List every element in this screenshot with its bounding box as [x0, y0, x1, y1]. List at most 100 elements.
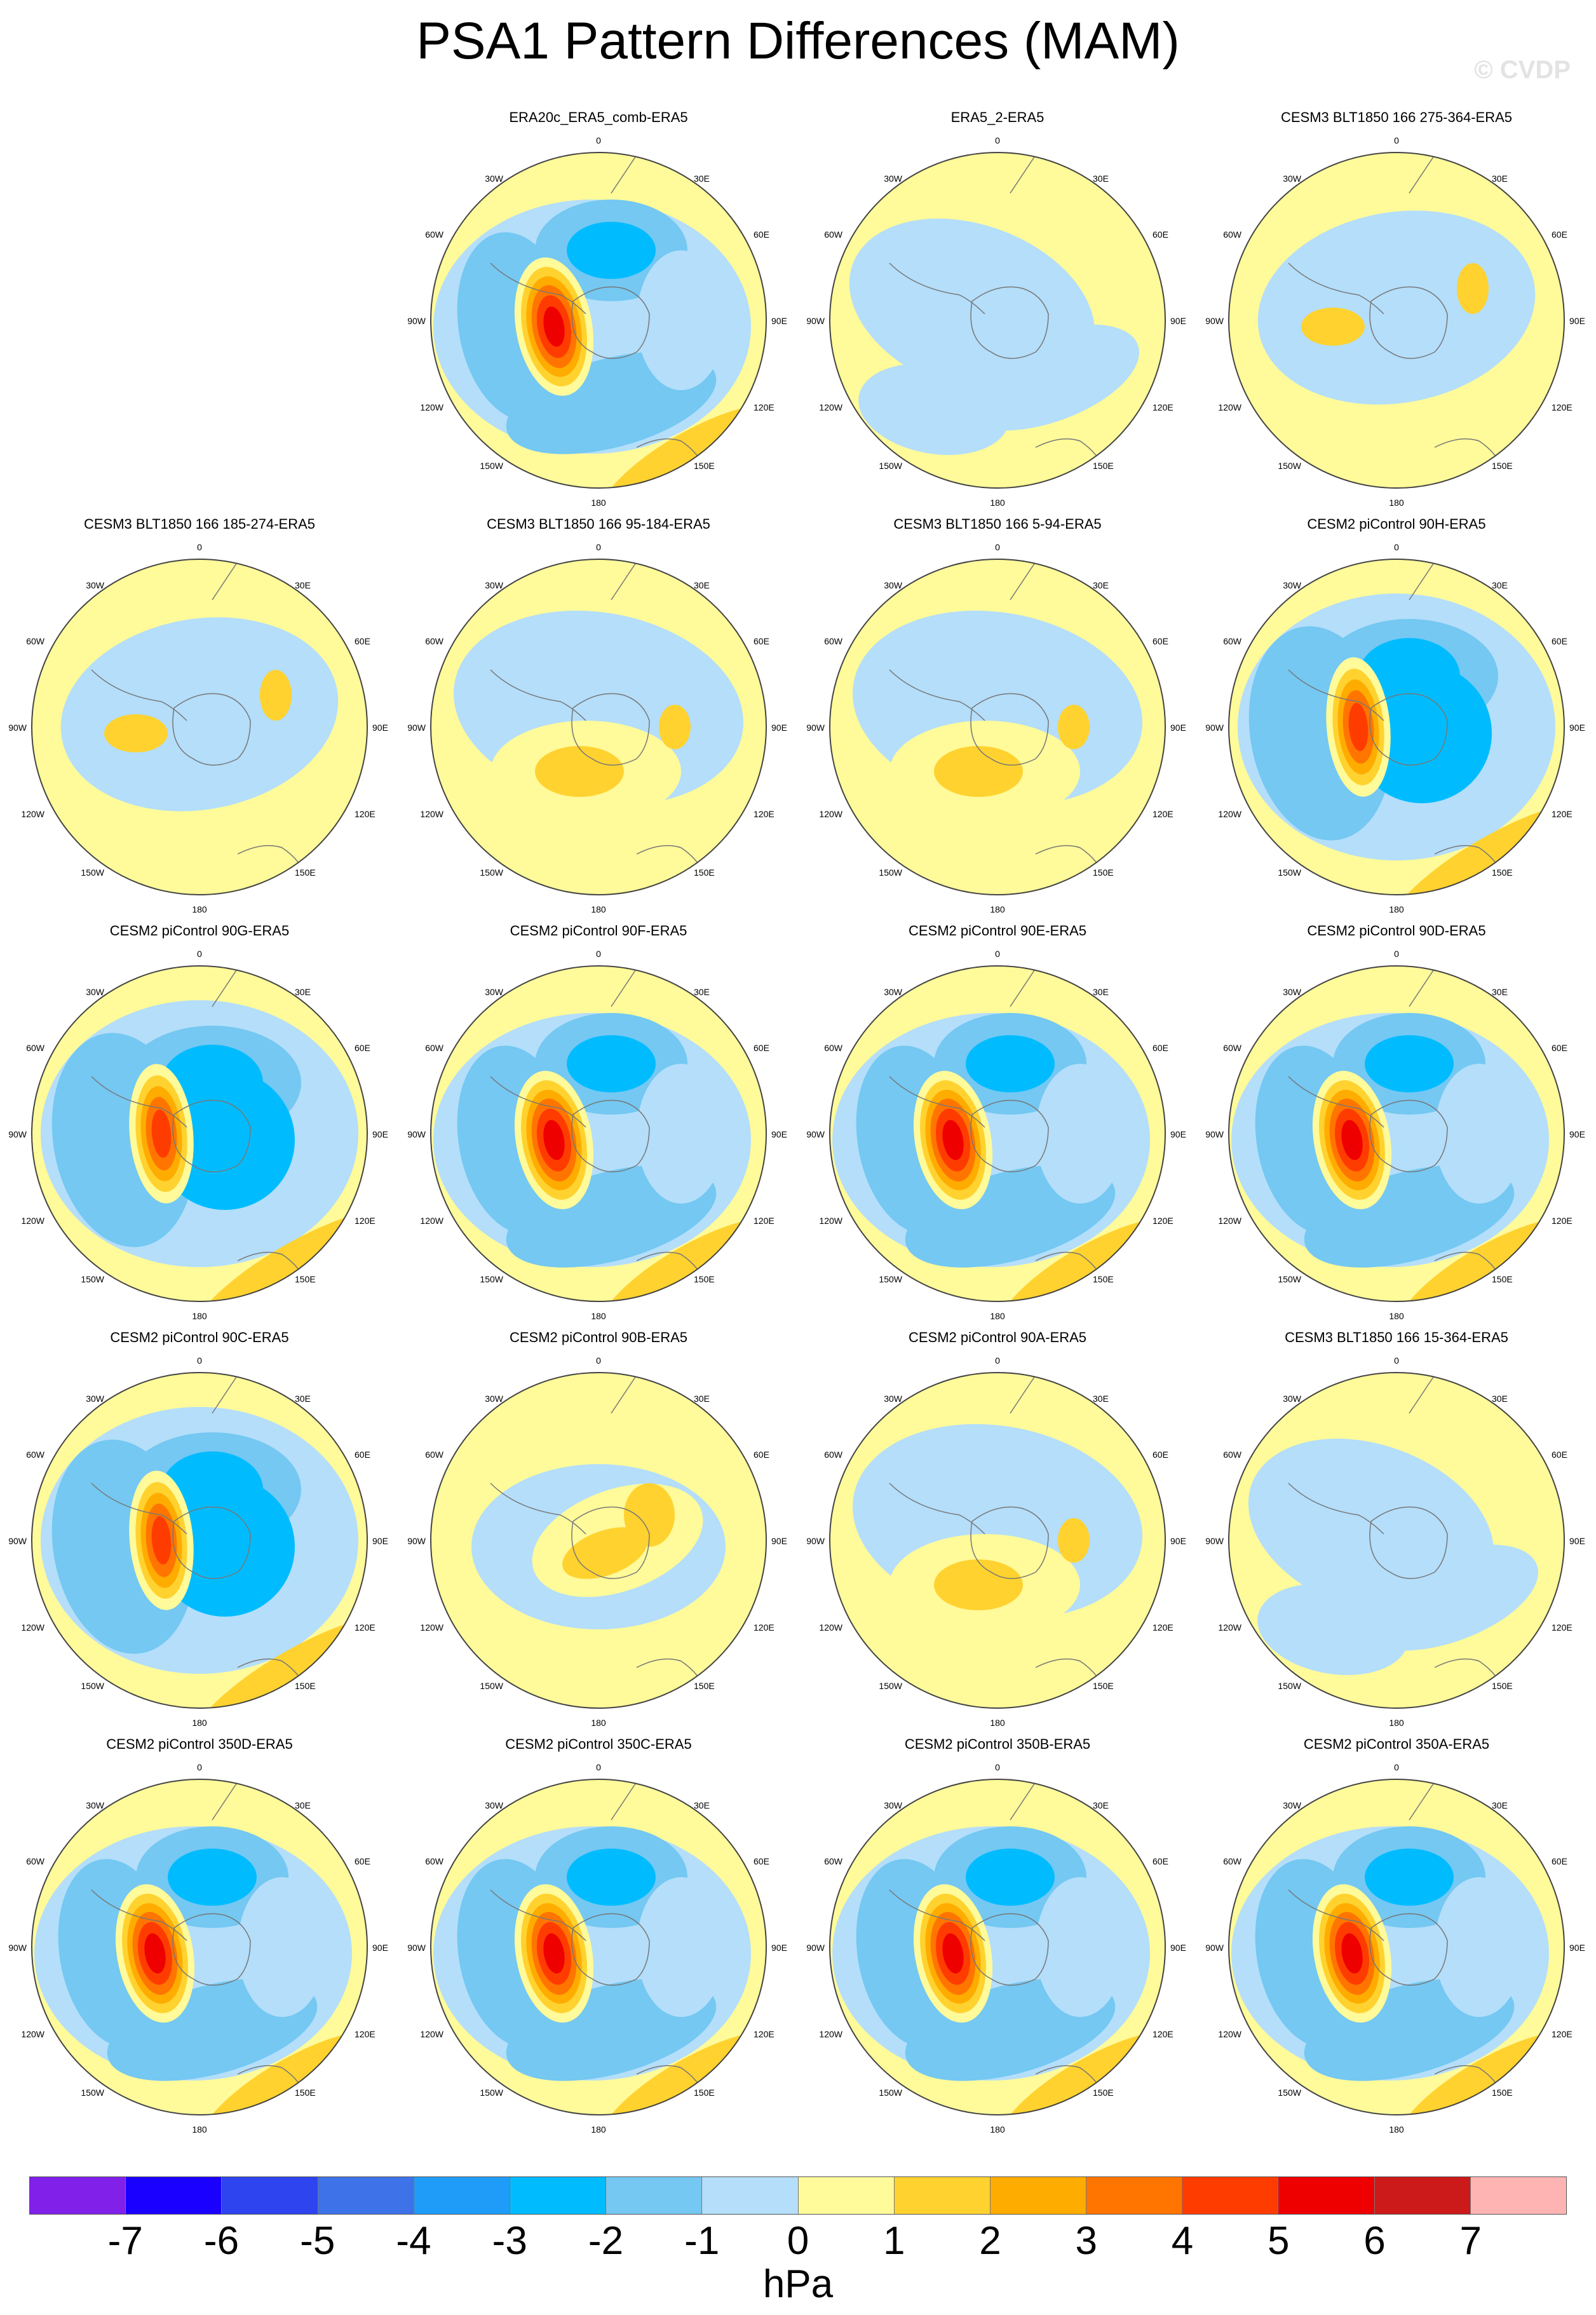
- colorbar-tick-label: 4: [1171, 2219, 1194, 2263]
- longitude-label: 30E: [1093, 1394, 1109, 1404]
- map-boundary: [31, 1372, 368, 1709]
- longitude-label: 0: [197, 1355, 202, 1366]
- anomaly-contour: [567, 1849, 656, 1906]
- longitude-label: 120W: [1218, 809, 1241, 819]
- longitude-label: 90E: [1569, 1943, 1585, 1953]
- longitude-label: 150E: [1492, 867, 1513, 878]
- longitude-label: 30E: [1093, 173, 1109, 184]
- map-panel: ERA20c_ERA5_comb-ERA5 0 180 30W 60W 90W 120W 15…: [399, 108, 798, 515]
- longitude-label: 120W: [819, 809, 842, 819]
- antarctica-outline: [571, 1099, 650, 1172]
- map-panel: CESM3 BLT1850 166 275-364-ERA5 0 180 30W 60W…: [1197, 108, 1596, 515]
- longitude-label: 0: [1394, 1355, 1399, 1366]
- longitude-label: 30W: [884, 1800, 903, 1810]
- map-panel-title: CESM2 piControl 90G-ERA5: [109, 923, 290, 939]
- longitude-label: 120E: [754, 1622, 774, 1633]
- map-panel-title: CESM3 BLT1850 166 15-364-ERA5: [1285, 1329, 1508, 1345]
- longitude-label: 60E: [355, 1449, 370, 1460]
- longitude-label: 30E: [295, 1394, 311, 1404]
- longitude-label: 60W: [26, 1449, 45, 1460]
- longitude-label: 90W: [1205, 1536, 1224, 1546]
- longitude-label: 0: [995, 949, 1000, 959]
- longitude-label: 60W: [1223, 229, 1242, 240]
- longitude-label: 120W: [1218, 1216, 1241, 1226]
- colorbar-swatch: [702, 2177, 799, 2214]
- longitude-label: 90W: [806, 316, 825, 326]
- longitude-label: 150W: [81, 1681, 104, 1691]
- longitude-label: 120E: [754, 402, 774, 412]
- antarctica-outline: [1369, 286, 1448, 359]
- longitude-label: 120E: [1153, 809, 1173, 819]
- map-panel-title: CESM2 piControl 90E-ERA5: [908, 923, 1086, 939]
- longitude-label: 150E: [1093, 461, 1114, 471]
- polar-map: 0 180 30W 60W 90W 120W 150W 30E 60E 90E 120E 150E: [1205, 1762, 1585, 2135]
- longitude-label: 60W: [425, 636, 444, 646]
- longitude-label: 60W: [1223, 1856, 1242, 1866]
- longitude-label: 30W: [86, 1800, 105, 1810]
- south-america-outline: [91, 1483, 187, 1535]
- map-panel-title: CESM3 BLT1850 166 95-184-ERA5: [487, 516, 710, 532]
- longitude-label: 150E: [694, 1681, 715, 1691]
- antarctica-outline: [970, 1506, 1049, 1579]
- colorbar-swatch: [318, 2177, 414, 2214]
- longitude-label: 120W: [1218, 402, 1241, 412]
- longitude-label: 150E: [295, 2088, 316, 2098]
- longitude-label: 90E: [1170, 1536, 1186, 1546]
- longitude-label: 120W: [819, 1622, 842, 1633]
- longitude-label: 90E: [372, 723, 388, 733]
- colorbar-swatch: [990, 2177, 1087, 2214]
- anomaly-contour: [543, 306, 565, 347]
- colorbar-swatch: [222, 2177, 318, 2214]
- map-panel: CESM2 piControl 90A-ERA5 0 180 30W 60W 90W 120…: [798, 1328, 1197, 1735]
- longitude-label: 30E: [1093, 1800, 1109, 1810]
- map-boundary: [829, 559, 1166, 895]
- africa-outline: [1409, 1781, 1435, 1821]
- longitude-label: 120W: [819, 402, 842, 412]
- anomaly-contour: [60, 617, 339, 811]
- longitude-label: 60E: [754, 229, 769, 240]
- longitude-label: 90W: [1205, 723, 1224, 733]
- longitude-label: 90E: [372, 1129, 388, 1139]
- map-panel: CESM3 BLT1850 166 15-364-ERA5 0 180 30W 60W 9…: [1197, 1328, 1596, 1735]
- anomaly-contour: [934, 1559, 1023, 1610]
- longitude-label: 60W: [425, 1856, 444, 1866]
- longitude-label: 30E: [1093, 987, 1109, 997]
- longitude-label: 180: [1389, 1718, 1404, 1728]
- colorbar-tick-label: 0: [787, 2219, 809, 2263]
- polar-map: 0 180 30W 60W 90W 120W 150W 30E 60E 90E 120E 150E: [407, 949, 787, 1321]
- longitude-label: 90W: [407, 723, 426, 733]
- longitude-label: 120W: [21, 1216, 44, 1226]
- longitude-label: 60E: [754, 1043, 769, 1053]
- anomaly-contour: [1365, 1849, 1454, 1906]
- antarctica-outline: [571, 286, 650, 359]
- longitude-label: 180: [591, 1718, 606, 1728]
- south-america-outline: [889, 1889, 985, 1941]
- anomaly-contour: [238, 1877, 327, 2017]
- longitude-label: 150E: [295, 867, 316, 878]
- longitude-label: 60W: [1223, 1449, 1242, 1460]
- longitude-label: 120E: [355, 2029, 375, 2039]
- longitude-label: 180: [192, 2124, 207, 2135]
- longitude-label: 90E: [1569, 316, 1585, 326]
- south-america-outline: [91, 669, 187, 721]
- longitude-label: 90E: [1569, 1536, 1585, 1546]
- longitude-label: 0: [596, 949, 601, 959]
- polar-map: 0 180 30W 60W 90W 120W 150W 30E 60E 90E 120E 150E: [8, 542, 388, 914]
- anomaly-contour: [151, 1516, 172, 1565]
- map-boundary: [31, 1779, 368, 2115]
- africa-outline: [611, 968, 637, 1007]
- africa-outline: [212, 1375, 238, 1414]
- africa-outline: [611, 154, 637, 194]
- longitude-label: 0: [197, 542, 202, 552]
- longitude-label: 150W: [480, 461, 503, 471]
- longitude-label: 150E: [295, 1274, 316, 1284]
- anomaly-contour: [1058, 705, 1090, 749]
- anomaly-contour: [858, 363, 1010, 456]
- longitude-label: 180: [192, 1311, 207, 1321]
- longitude-label: 60E: [1153, 1043, 1168, 1053]
- colorbar-swatch: [414, 2177, 510, 2214]
- longitude-label: 150W: [1278, 461, 1301, 471]
- anomaly-contour: [1036, 1877, 1125, 2017]
- colorbar-tick-label: -2: [588, 2219, 624, 2263]
- longitude-label: 120W: [420, 402, 443, 412]
